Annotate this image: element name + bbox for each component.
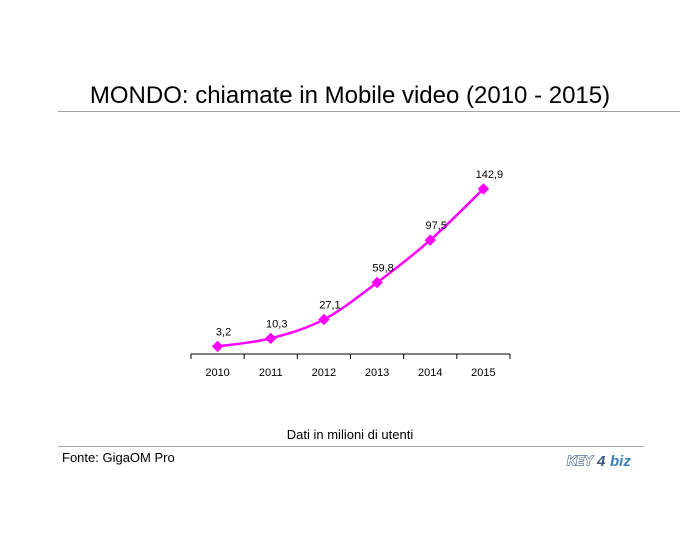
data-point-marker (371, 276, 383, 289)
x-tick-label: 2013 (365, 367, 389, 379)
x-tick-label: 2012 (312, 367, 336, 379)
svg-text:KEY: KEY (567, 454, 594, 468)
data-label: 142,9 (476, 169, 504, 181)
chart-title: MONDO: chiamate in Mobile video (2010 - … (89, 82, 611, 109)
data-point-marker (424, 234, 436, 246)
data-label: 27,1 (319, 299, 340, 311)
data-label: 10,3 (266, 318, 287, 330)
source-credit: Fonte: GigaOM Pro (62, 450, 175, 465)
data-point-marker (477, 183, 490, 195)
footer-divider (58, 446, 644, 447)
x-tick-label: 2015 (471, 367, 495, 379)
data-label: 3,2 (216, 326, 231, 338)
units-note: Dati in milioni di utenti (286, 427, 414, 442)
key4biz-logo: KEY 4 biz (566, 453, 631, 470)
x-tick-labels: 2010 2011 2012 2013 2014 2015 (205, 367, 495, 379)
data-label: 59,8 (372, 263, 393, 275)
data-point-marker (318, 313, 330, 326)
x-tick-label: 2011 (259, 367, 283, 379)
x-axis (190, 353, 511, 359)
title-divider (58, 111, 680, 112)
data-labels: 3,2 10,3 27,1 59,8 97,5 142,9 (216, 169, 503, 338)
data-points (211, 183, 490, 353)
svg-text:biz: biz (610, 453, 631, 470)
data-point-marker (211, 340, 224, 353)
series-line (217, 188, 485, 348)
data-label: 97,5 (426, 220, 447, 232)
series-line-group (217, 188, 485, 348)
x-tick-label: 2014 (418, 367, 442, 379)
svg-text:4: 4 (596, 453, 606, 470)
x-tick-label: 2010 (205, 367, 229, 379)
data-point-marker (265, 332, 277, 345)
